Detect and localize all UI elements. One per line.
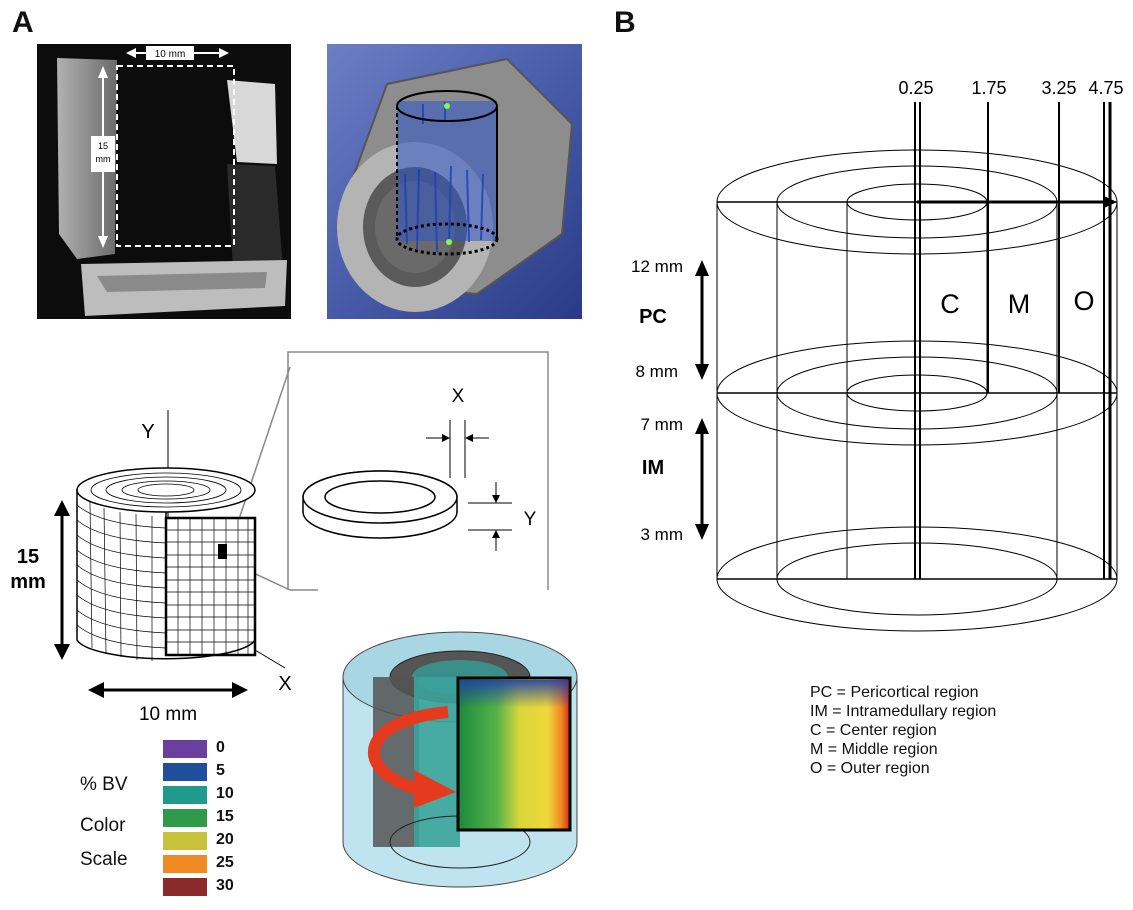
color-scale-label-3: Scale	[80, 849, 128, 870]
legend-line-pc: PC = Pericortical region	[810, 684, 979, 701]
xray-height-label-1: 15	[98, 141, 108, 151]
color-swatch	[163, 878, 207, 896]
schematic-width-label: 10 mm	[139, 704, 197, 725]
color-scale-value: 25	[216, 854, 234, 871]
legend-line-im: IM = Intramedullary region	[810, 703, 997, 720]
ring-detail: X Y	[302, 386, 537, 551]
color-scale-label-1: % BV	[80, 774, 128, 795]
color-swatch	[163, 763, 207, 781]
color-swatch	[163, 832, 207, 850]
tick-label-3: 4.75	[1088, 78, 1123, 98]
region-label-m: M	[1008, 289, 1031, 319]
color-scale-label-2: Color	[80, 815, 126, 836]
microct-render-image	[327, 44, 582, 319]
color-scale-entry: 20	[163, 831, 243, 850]
color-scale-value: 30	[216, 877, 234, 894]
tick-label-1: 1.75	[971, 78, 1006, 98]
cylinder-schematic: X Y Y X	[10, 351, 549, 725]
grid-cylinder: Y X	[10, 410, 292, 725]
region-label-o: O	[1073, 286, 1094, 316]
region-label-c: C	[940, 289, 960, 319]
legend-line-c: C = Center region	[810, 722, 937, 739]
zone-label-im: IM	[642, 457, 664, 479]
legend-line-m: M = Middle region	[810, 741, 938, 758]
region-diagram: 0.25 1.75 3.25 4.75 12 mm 8 mm 7 mm 3 mm…	[631, 78, 1124, 632]
side-label-7mm: 7 mm	[641, 415, 684, 434]
axis-x-label: X	[278, 673, 291, 695]
ring-dim-x-label: X	[452, 386, 465, 407]
side-label-3mm: 3 mm	[641, 525, 684, 544]
color-swatch	[163, 809, 207, 827]
color-scale-value: 15	[216, 808, 234, 825]
panel-b-letter: B	[614, 6, 636, 39]
side-label-12mm: 12 mm	[631, 257, 683, 276]
color-swatch	[163, 786, 207, 804]
bv-color-map-cylinder	[342, 631, 578, 888]
xray-height-label-2: mm	[96, 154, 111, 164]
color-scale-entry: 15	[163, 808, 243, 827]
color-scale-value: 20	[216, 831, 234, 848]
side-label-8mm: 8 mm	[636, 362, 679, 381]
color-scale-entry: 10	[163, 785, 243, 804]
axis-y-label: Y	[141, 421, 154, 443]
color-scale-value: 0	[216, 739, 225, 756]
color-scale-value: 10	[216, 785, 234, 802]
color-scale-entry: 25	[163, 854, 243, 873]
color-scale-entry: 5	[163, 762, 243, 781]
zone-label-pc: PC	[639, 306, 667, 328]
tick-label-2: 3.25	[1041, 78, 1076, 98]
panel-a-letter: A	[12, 6, 34, 39]
schematic-height-label-1: 15	[17, 546, 39, 568]
xray-width-label: 10 mm	[155, 49, 186, 60]
color-swatch	[163, 855, 207, 873]
color-scale-value: 5	[216, 762, 225, 779]
color-scale-entry: 30	[163, 877, 243, 896]
color-scale-entry: 0	[163, 739, 243, 758]
xray-image: 10 mm 15 mm	[37, 44, 291, 319]
legend-line-o: O = Outer region	[810, 760, 930, 777]
color-swatch	[163, 740, 207, 758]
schematic-height-label-2: mm	[10, 571, 46, 593]
ring-dim-y-label: Y	[524, 509, 537, 530]
tick-label-0: 0.25	[898, 78, 933, 98]
